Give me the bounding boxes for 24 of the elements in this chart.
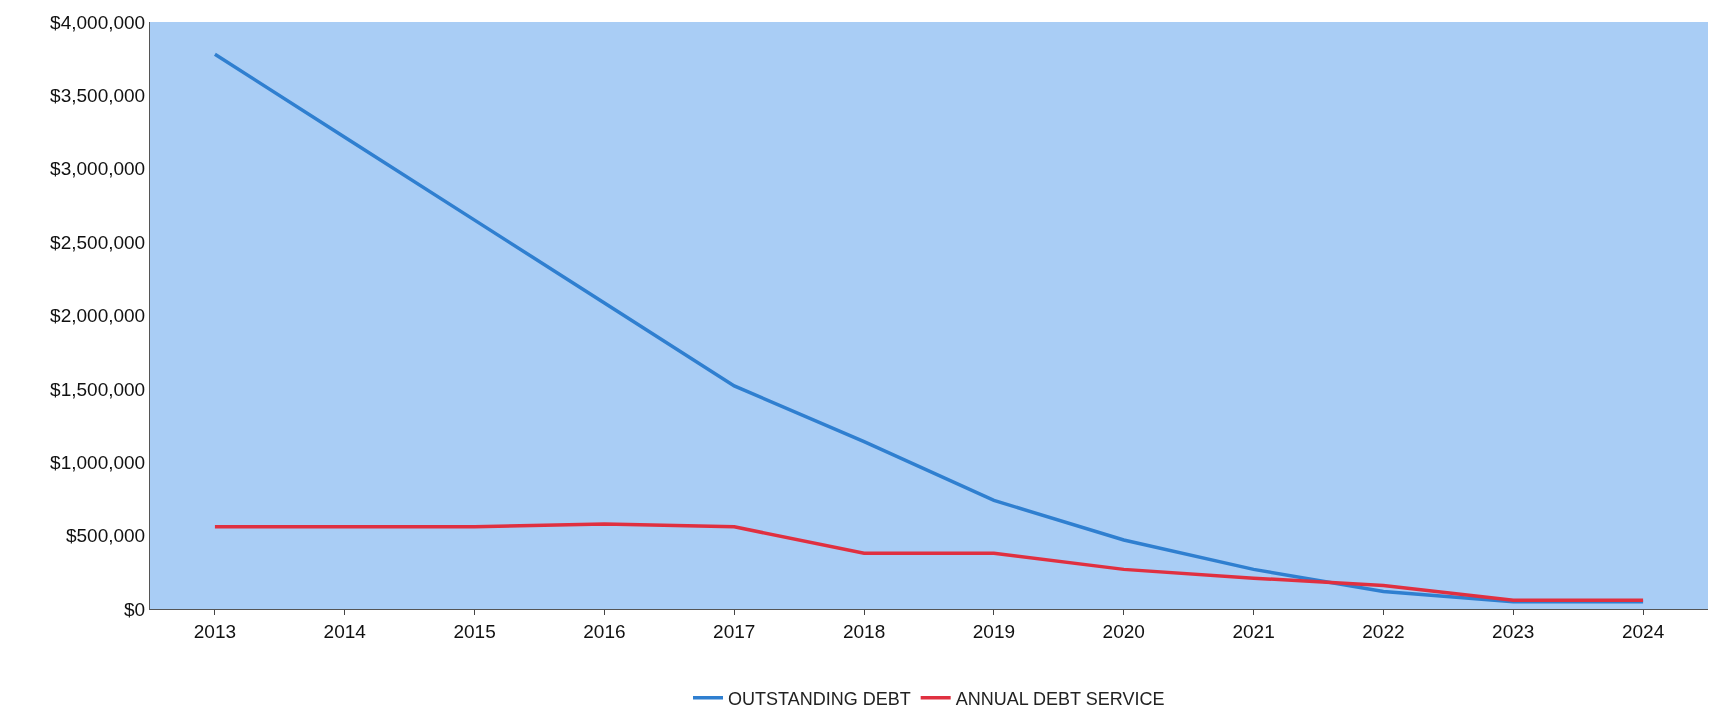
y-tick-label: $2,500,000 (50, 231, 146, 253)
x-tick-label: 2022 (1362, 620, 1405, 642)
x-tick-label: 2016 (583, 620, 626, 642)
legend-label: OUTSTANDING DEBT (728, 688, 911, 709)
y-tick-label: $3,000,000 (50, 158, 146, 180)
y-tick-label: $4,000,000 (50, 11, 146, 33)
x-tick-label: 2014 (323, 620, 367, 642)
y-tick-label: $1,000,000 (50, 451, 146, 473)
x-tick-label: 2019 (972, 620, 1016, 642)
x-tick-label: 2017 (713, 620, 756, 642)
legend-label: ANNUAL DEBT SERVICE (955, 688, 1165, 709)
x-tick-label: 2013 (193, 620, 237, 642)
y-tick-label: $500,000 (65, 525, 146, 547)
x-tick-label: 2023 (1492, 620, 1535, 642)
y-tick-label: $0 (124, 598, 146, 620)
x-tick-label: 2021 (1232, 620, 1275, 642)
x-tick-label: 2024 (1621, 620, 1665, 642)
line-series (213, 522, 1645, 602)
x-tick-label: 2020 (1102, 620, 1145, 642)
x-tick-label: 2015 (453, 620, 496, 642)
y-tick-label: $1,500,000 (50, 378, 146, 400)
y-tick-label: $2,000,000 (50, 305, 146, 327)
y-tick-label: $3,500,000 (50, 85, 146, 107)
x-tick-label: 2018 (842, 620, 886, 642)
